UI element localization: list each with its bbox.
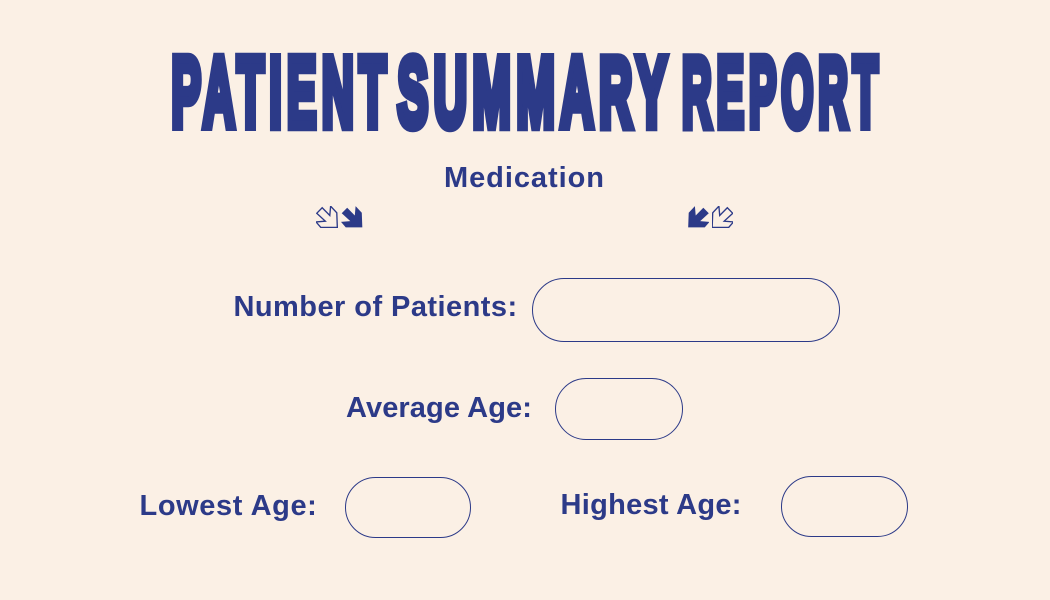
svg-text:REPORT: REPORT xyxy=(682,37,883,147)
svg-text:PATIENT: PATIENT xyxy=(172,37,392,147)
svg-text:SUMMARY: SUMMARY xyxy=(398,37,673,147)
